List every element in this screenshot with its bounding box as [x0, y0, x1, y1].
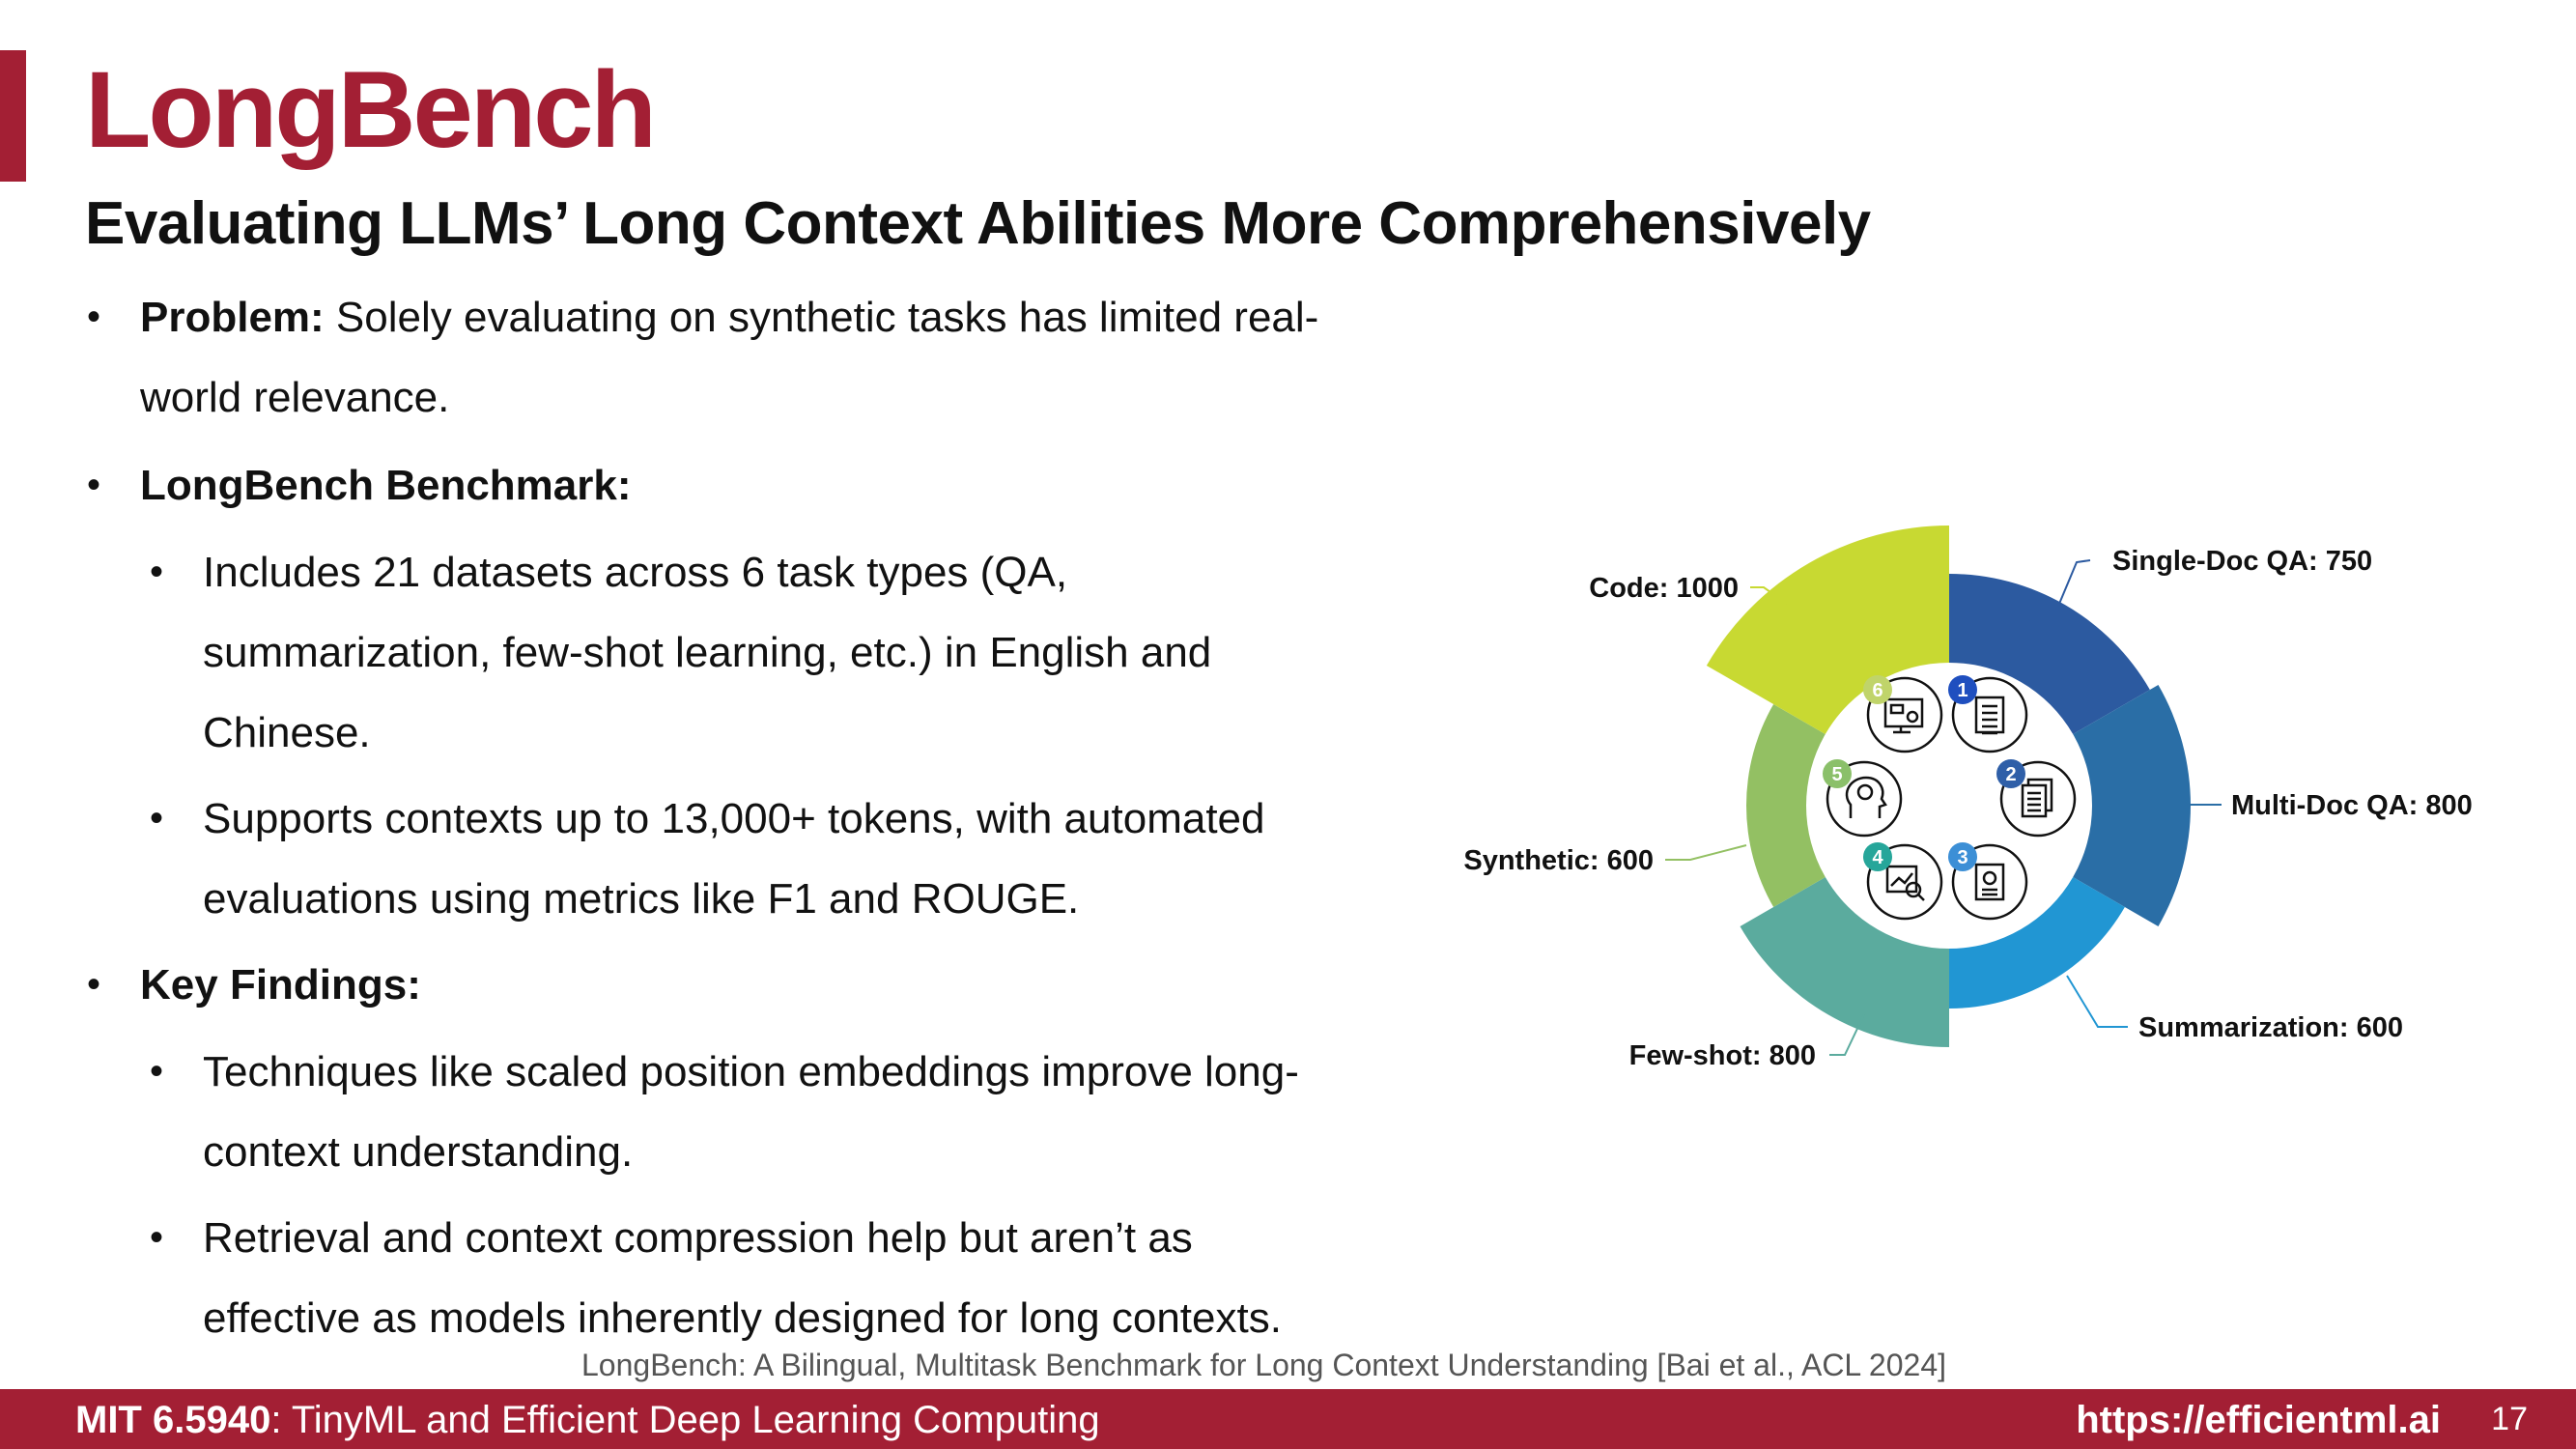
course-url[interactable]: https://efficientml.ai: [2076, 1399, 2441, 1441]
document-icon: [1974, 696, 2005, 735]
label-single-doc-qa: Single-Doc QA: 750: [2112, 546, 2372, 577]
citation-text: LongBench: A Bilingual, Multitask Benchm…: [581, 1348, 1946, 1382]
number-badge-text-3: 3: [1957, 847, 1967, 868]
label-summarization: Summarization: 600: [2138, 1012, 2403, 1043]
bullet-problem: • Problem: Solely evaluating on syntheti…: [87, 277, 1415, 438]
page-number: 17: [2491, 1401, 2528, 1437]
bullet-findings: • Key Findings:: [87, 945, 1415, 1025]
segment-multi-doc-qa: [2073, 685, 2191, 926]
label-synthetic: Synthetic: 600: [1463, 845, 1654, 876]
number-badge-5: [1823, 759, 1852, 788]
title-accent-bar: [0, 50, 26, 182]
bullet-dot: •: [87, 296, 101, 338]
code-screen-icon: [1883, 697, 1924, 734]
bullet-dot: •: [150, 797, 164, 839]
bullet-datasets: • Includes 21 datasets across 6 task typ…: [150, 532, 1391, 773]
number-badge-text-5: 5: [1831, 764, 1842, 785]
number-badge-4: [1863, 842, 1892, 871]
number-badge-text-4: 4: [1872, 847, 1883, 868]
contexts-text-1: Supports contexts up to 13,000+ tokens, …: [203, 795, 1265, 842]
bullet-dot: •: [150, 551, 164, 593]
number-badge-text-6: 6: [1872, 680, 1882, 701]
segment-synthetic: [1745, 704, 1826, 907]
label-multi-doc-qa: Multi-Doc QA: 800: [2231, 790, 2473, 821]
number-badge-text-2: 2: [2005, 764, 2016, 785]
chart-magnifier-icon: [1885, 865, 1925, 901]
brain-head-icon: [1845, 776, 1887, 818]
segment-summarization: [1949, 877, 2125, 1009]
leader-line-summarization: [2066, 975, 2128, 1028]
leader-line-code: [1750, 586, 1788, 605]
number-badge-2: [1996, 759, 2025, 788]
bullet-benchmark: • LongBench Benchmark:: [87, 445, 1415, 526]
report-icon: [1974, 863, 2005, 901]
course-title: MIT 6.5940: TinyML and Efficient Deep Le…: [75, 1399, 1100, 1442]
number-badge-1: [1948, 675, 1977, 704]
bullet-finding-1: • Techniques like scaled position embedd…: [150, 1032, 1391, 1192]
bullet-dot: •: [150, 1050, 164, 1093]
bullet-dot: •: [87, 464, 101, 506]
contexts-text-2: evaluations using metrics like F1 and RO…: [203, 875, 1080, 923]
course-name: : TinyML and Efficient Deep Learning Com…: [270, 1399, 1100, 1441]
bullet-dot: •: [87, 963, 101, 1006]
findings-label: Key Findings:: [140, 961, 421, 1009]
leader-line-single-doc-qa: [2058, 559, 2091, 605]
number-badge-6: [1863, 675, 1892, 704]
slide-title: LongBench: [85, 49, 657, 170]
bullet-dot: •: [150, 1216, 164, 1259]
problem-text-2: world relevance.: [140, 374, 450, 421]
number-badge-text-1: 1: [1957, 680, 1967, 701]
finding2-text-1: Retrieval and context compression help b…: [203, 1214, 1193, 1262]
label-few-shot: Few-shot: 800: [1629, 1040, 1816, 1071]
slide-subtitle: Evaluating LLMs’ Long Context Abilities …: [85, 190, 1871, 257]
problem-label: Problem:: [140, 294, 325, 341]
course-code: MIT 6.5940: [75, 1399, 271, 1441]
finding1-text-2: context understanding.: [203, 1128, 634, 1176]
datasets-text-2: summarization, few-shot learning, etc.) …: [203, 629, 1212, 676]
footer-bar: MIT 6.5940: TinyML and Efficient Deep Le…: [0, 1389, 2576, 1449]
documents-stack-icon: [2021, 778, 2053, 818]
task-distribution-chart: Single-Doc QA: 750 Multi-Doc QA: 800 Summa…: [1463, 526, 2473, 1071]
benchmark-label: LongBench Benchmark:: [140, 462, 632, 509]
datasets-text-3: Chinese.: [203, 709, 371, 756]
bullet-finding-2: • Retrieval and context compression help…: [150, 1198, 1391, 1358]
citation: LongBench: A Bilingual, Multitask Benchm…: [0, 1348, 2576, 1383]
finding1-text-1: Techniques like scaled position embeddin…: [203, 1048, 1299, 1095]
leader-line-few-shot: [1829, 1013, 1865, 1056]
bullet-contexts: • Supports contexts up to 13,000+ tokens…: [150, 779, 1391, 939]
leader-line-synthetic: [1665, 844, 1747, 861]
datasets-text-1: Includes 21 datasets across 6 task types…: [203, 549, 1068, 596]
finding2-text-2: effective as models inherently designed …: [203, 1294, 1282, 1342]
segment-single-doc-qa: [1949, 574, 2150, 734]
segment-few-shot: [1740, 877, 1949, 1047]
number-badge-3: [1948, 842, 1977, 871]
label-code: Code: 1000: [1589, 573, 1739, 604]
segment-code: [1706, 526, 1949, 734]
problem-text: Solely evaluating on synthetic tasks has…: [324, 294, 1319, 341]
